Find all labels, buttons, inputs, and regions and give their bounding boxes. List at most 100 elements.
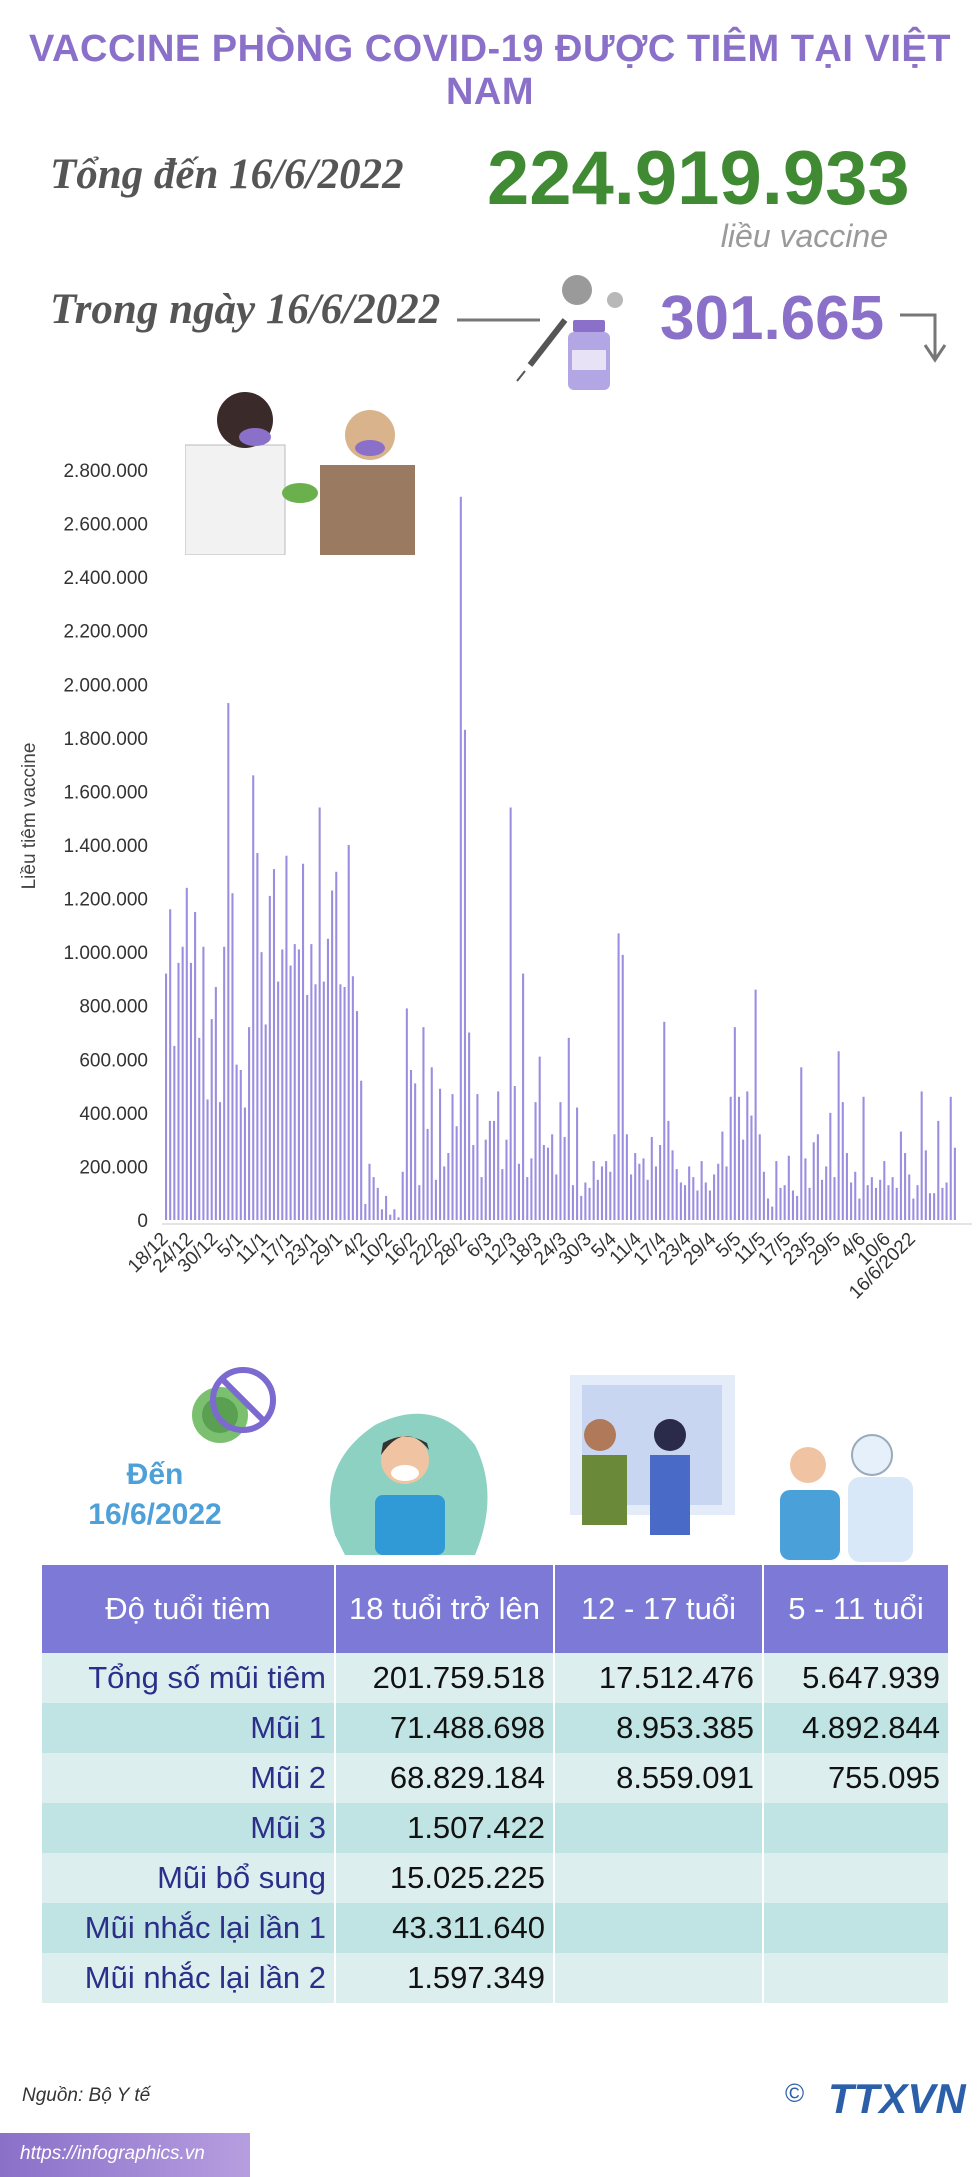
y-tick-label: 2.200.000	[63, 622, 148, 643]
bar	[621, 954, 624, 1220]
bar	[331, 890, 334, 1220]
bar	[746, 1091, 749, 1220]
footer-url-bar[interactable]: https://infographics.vn	[0, 2133, 250, 2177]
bar	[555, 1174, 558, 1220]
bar	[223, 946, 226, 1220]
bar	[638, 1163, 641, 1220]
copyright-symbol: ©	[785, 2078, 805, 2108]
bar	[953, 1147, 956, 1220]
bar	[314, 984, 317, 1220]
day-value: 301.665	[660, 284, 885, 353]
bar	[580, 1195, 583, 1220]
bar	[534, 1102, 537, 1220]
bar	[820, 1179, 824, 1220]
bar	[833, 1177, 836, 1220]
bar	[372, 1177, 375, 1220]
bar	[904, 1153, 907, 1220]
bar	[588, 1187, 591, 1220]
vial-icon	[568, 320, 610, 390]
bar	[874, 1187, 878, 1220]
bar	[933, 1193, 936, 1220]
row-label: Tổng số mũi tiêm	[42, 1653, 336, 1703]
bar	[829, 1112, 832, 1220]
bar	[713, 1174, 716, 1220]
bar	[596, 1179, 599, 1220]
bar	[659, 1145, 662, 1220]
cell-5-11	[763, 1853, 948, 1903]
bar	[895, 1187, 898, 1220]
bar	[567, 1037, 570, 1220]
bar	[654, 1166, 657, 1220]
bar	[185, 887, 188, 1220]
bar	[268, 895, 271, 1220]
y-tick-label: 1.800.000	[63, 729, 148, 750]
row-label: Mũi 2	[42, 1753, 336, 1803]
row-label: Mũi bổ sung	[42, 1853, 336, 1903]
table-row: Mũi 2 68.829.184 8.559.091 755.095	[42, 1753, 948, 1803]
bar	[708, 1190, 711, 1220]
bar	[576, 1107, 579, 1220]
virus-icon	[562, 275, 623, 308]
y-tick-label: 1.200.000	[63, 890, 148, 911]
bar	[791, 1190, 795, 1220]
bar	[563, 1136, 566, 1220]
bar	[758, 1134, 761, 1220]
bar	[385, 1195, 388, 1220]
bar	[920, 1091, 923, 1220]
y-tick-label: 2.400.000	[63, 568, 148, 589]
bar	[505, 1139, 508, 1220]
bar	[584, 1182, 587, 1220]
bar	[414, 1083, 417, 1220]
bar	[854, 1171, 857, 1220]
y-tick-label: 2.000.000	[63, 675, 148, 696]
bar	[459, 496, 462, 1220]
bar	[509, 807, 512, 1220]
bar	[335, 871, 338, 1220]
nurse-patient-illustration	[570, 1375, 735, 1535]
bar	[351, 976, 354, 1220]
bar	[198, 1037, 201, 1220]
row-label: Mũi 3	[42, 1803, 336, 1853]
cell-12-17	[554, 1903, 764, 1953]
bar	[600, 1166, 604, 1220]
bar	[800, 1067, 803, 1220]
row-label: Mũi 1	[42, 1703, 336, 1753]
bar	[704, 1182, 707, 1220]
bar	[945, 1182, 948, 1220]
column-header: 5 - 11 tuổi	[763, 1565, 948, 1653]
bar	[360, 1080, 363, 1220]
bar	[418, 1185, 421, 1220]
y-tick-label: 1.400.000	[63, 836, 148, 857]
bar	[239, 1070, 242, 1220]
syringe-icon	[516, 318, 568, 382]
bar	[667, 1120, 670, 1220]
bar	[733, 1027, 736, 1220]
table-row: Mũi nhắc lại lần 2 1.597.349	[42, 1953, 948, 2003]
cell-5-11	[763, 1953, 948, 2003]
y-tick-label: 2.800.000	[63, 461, 148, 482]
bar	[742, 1139, 745, 1220]
bar	[845, 1153, 848, 1220]
bar	[924, 1150, 927, 1220]
bar	[401, 1171, 404, 1220]
cell-12-17	[554, 1803, 764, 1853]
bar	[675, 1169, 678, 1220]
bar	[559, 1102, 562, 1220]
daily-doses-chart: 0 200.000 400.000 600.000 800.000 1.000.000 1.…	[63, 461, 972, 1303]
down-arrow-icon	[900, 313, 947, 363]
bar	[679, 1182, 682, 1220]
footer-url[interactable]: https://infographics.vn	[20, 2143, 205, 2164]
bar	[368, 1163, 371, 1220]
bar	[646, 1179, 649, 1220]
bar	[243, 1107, 246, 1220]
bar	[476, 1094, 479, 1220]
bar	[779, 1187, 782, 1220]
bar	[472, 1145, 475, 1220]
bar	[700, 1161, 703, 1220]
bar	[866, 1185, 869, 1220]
bar	[439, 1088, 442, 1220]
bar	[899, 1131, 902, 1220]
cell-18-plus: 1.507.422	[335, 1803, 555, 1853]
bar	[260, 952, 263, 1220]
bar	[376, 1187, 379, 1220]
